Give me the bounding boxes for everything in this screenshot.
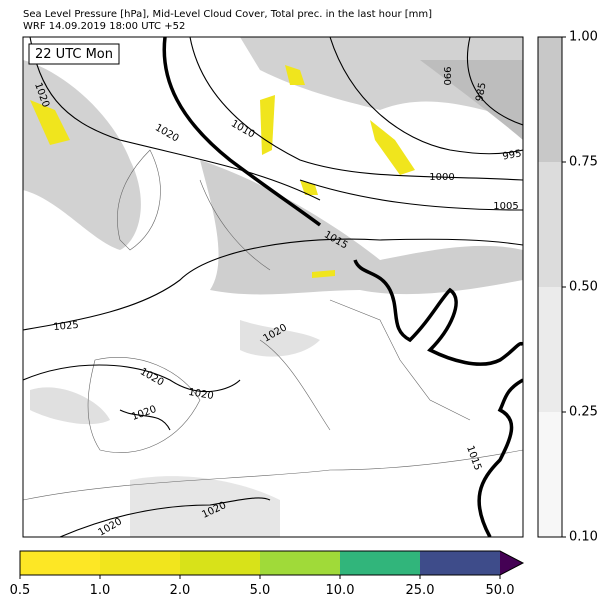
precip-swatch (20, 551, 100, 575)
precip-tick-label: 1.0 (90, 583, 111, 598)
precip-swatch (340, 551, 420, 575)
subtitle: WRF 14.09.2019 18:00 UTC +52 (23, 21, 185, 32)
precip-tick-label: 0.5 (10, 583, 31, 598)
contour-label: 995 (502, 148, 523, 162)
cloud-tick-label: 0.25 (569, 405, 598, 420)
cloud-tick-label: 0.50 (569, 280, 598, 295)
precip-extend (500, 551, 523, 575)
cloud-tick-label: 0.75 (569, 155, 598, 170)
cloud-tick-label: 1.00 (569, 30, 598, 45)
contour-label: 1020 (187, 387, 214, 402)
cloud-tick-label: 0.10 (569, 530, 598, 545)
isobar-1015 (162, 37, 523, 537)
precip-swatch (420, 551, 500, 575)
contour-label: 990 (441, 66, 452, 85)
cloud-swatch (538, 412, 562, 537)
precip-tick-label: 25.0 (406, 583, 435, 598)
map-frame (22, 36, 524, 538)
cloud-areas (23, 37, 523, 537)
precip-tick-label: 50.0 (486, 583, 515, 598)
contour-label: 1000 (429, 172, 454, 183)
time-box (28, 43, 120, 65)
time-label: 22 UTC Mon (35, 47, 113, 62)
title: Sea Level Pressure [hPa], Mid-Level Clou… (23, 9, 432, 20)
cloud-swatch (538, 287, 562, 412)
precip-swatch (180, 551, 260, 575)
precip-colorbar: 0.5 1.0 2.0 5.0 10.0 25.0 50.0 (10, 550, 525, 598)
contour-label: 1005 (493, 201, 518, 212)
contour-label: 985 (474, 82, 488, 103)
isobars (23, 37, 523, 537)
precip-frame (19, 550, 525, 576)
cloud-swatch (538, 162, 562, 287)
precip-areas (30, 65, 415, 278)
precip-tick-label: 2.0 (170, 583, 191, 598)
precip-tick-label: 10.0 (326, 583, 355, 598)
precip-swatch (260, 551, 340, 575)
cloud-swatch (538, 37, 562, 162)
coastlines (23, 149, 523, 501)
contour-label: 1025 (53, 320, 79, 333)
precip-tick-label: 5.0 (250, 583, 271, 598)
precip-swatch (100, 551, 180, 575)
cloud-colorbar: 0.10 0.25 0.50 0.75 1.00 (537, 30, 598, 545)
